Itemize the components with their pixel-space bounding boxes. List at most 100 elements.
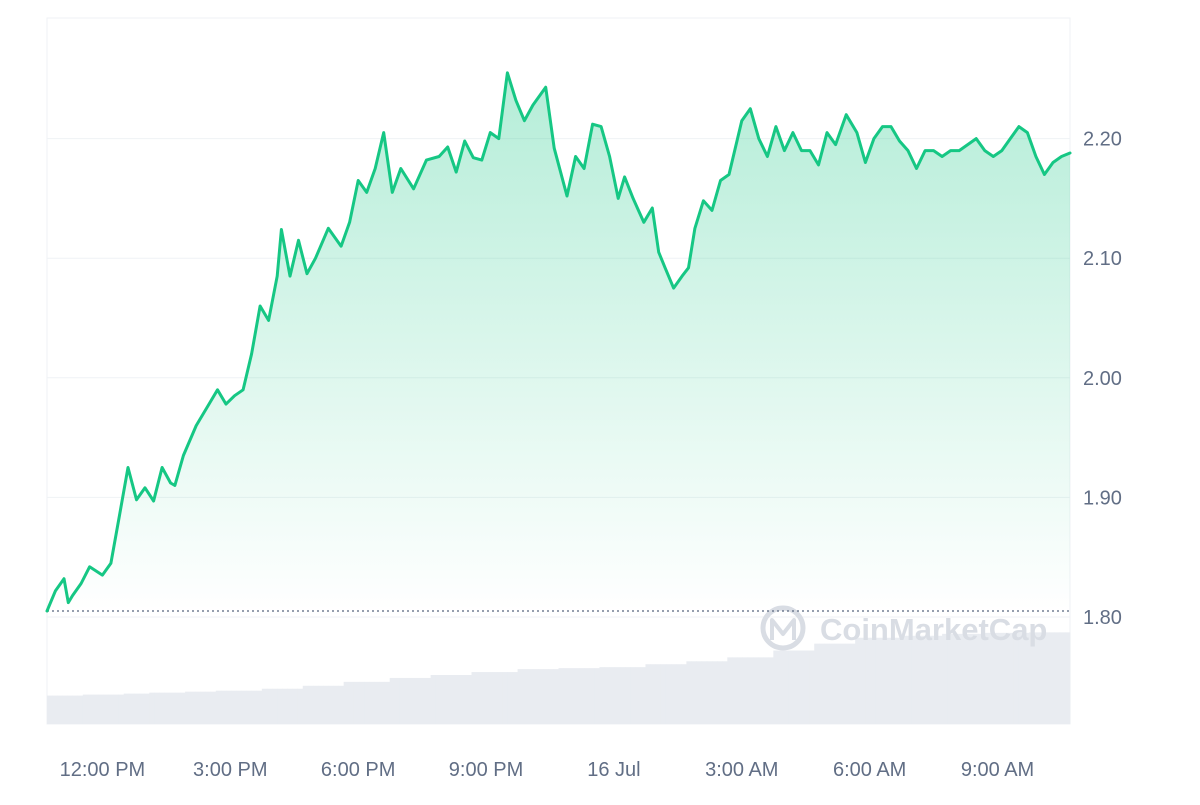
- price-point: [702, 200, 705, 202]
- volume-bar: [1018, 632, 1025, 724]
- price-point: [314, 257, 317, 260]
- volume-bar: [885, 637, 892, 724]
- volume-bar: [318, 685, 324, 724]
- volume-bar: [72, 695, 79, 724]
- volume-bar: [553, 669, 559, 724]
- volume-bar: [200, 691, 206, 724]
- volume-bar: [1034, 632, 1040, 724]
- volume-bar: [624, 667, 631, 724]
- volume-bar: [880, 637, 887, 724]
- price-point: [856, 131, 858, 134]
- price-point: [826, 131, 828, 134]
- price-point: [728, 173, 730, 176]
- price-point: [195, 424, 197, 427]
- price-point: [340, 245, 342, 247]
- volume-bar: [686, 661, 692, 724]
- volume-bar: [824, 643, 830, 724]
- price-point: [672, 287, 675, 289]
- volume-bar: [977, 633, 984, 724]
- price-point: [711, 209, 713, 212]
- y-tick-label: 2.20: [1083, 129, 1122, 151]
- price-point: [400, 167, 402, 170]
- volume-bar: [998, 632, 1004, 724]
- price-point: [932, 149, 935, 152]
- price-point: [681, 275, 683, 277]
- price-point: [608, 155, 611, 158]
- volume-bar: [139, 693, 145, 724]
- volume-bar: [445, 675, 452, 724]
- volume-bar: [1013, 632, 1020, 724]
- volume-bar: [671, 664, 677, 724]
- price-point: [216, 389, 219, 391]
- volume-bar: [133, 693, 140, 724]
- price-point: [110, 562, 112, 564]
- volume-bar: [466, 675, 472, 724]
- price-point: [758, 137, 760, 140]
- volume-bar: [118, 694, 125, 724]
- volume-bar: [563, 668, 570, 724]
- price-point: [809, 149, 811, 152]
- price-point: [1043, 173, 1046, 176]
- price-point: [208, 403, 210, 405]
- price-point: [161, 466, 163, 469]
- volume-bar: [128, 693, 135, 724]
- price-point: [506, 72, 509, 74]
- volume-bar: [957, 633, 963, 724]
- price-point: [1009, 137, 1012, 140]
- volume-bar: [850, 643, 856, 724]
- volume-bar: [1044, 632, 1050, 724]
- volume-bar: [174, 692, 181, 724]
- price-point: [152, 500, 155, 502]
- x-tick-label: 3:00 AM: [705, 759, 778, 781]
- volume-bar: [783, 650, 790, 724]
- volume-bar: [410, 677, 416, 724]
- price-point: [463, 140, 466, 142]
- price-point: [617, 197, 619, 200]
- volume-bar: [149, 692, 155, 724]
- x-tick-label: 6:00 AM: [833, 759, 906, 781]
- volume-bar: [389, 677, 396, 724]
- price-point: [1026, 131, 1029, 134]
- volume-bar: [87, 694, 94, 724]
- price-point: [873, 137, 875, 140]
- price-point: [1035, 155, 1037, 158]
- volume-bar: [594, 668, 600, 724]
- volume-bar: [696, 661, 703, 724]
- volume-bar: [159, 692, 166, 724]
- volume-bar: [302, 685, 309, 724]
- volume-bar: [77, 695, 84, 724]
- volume-bar: [834, 643, 841, 724]
- price-point: [1069, 152, 1071, 154]
- volume-bar: [185, 691, 191, 724]
- price-point: [382, 131, 385, 134]
- volume-bar: [179, 692, 186, 724]
- price-point: [144, 487, 146, 489]
- volume-bar: [272, 688, 278, 724]
- volume-bar: [972, 633, 979, 724]
- price-point: [792, 131, 794, 134]
- volume-bar: [1064, 632, 1071, 724]
- price-point: [834, 143, 837, 146]
- volume-bar: [190, 691, 196, 724]
- volume-bar: [747, 657, 754, 724]
- volume-bar: [328, 685, 334, 724]
- volume-bar: [793, 650, 800, 724]
- price-point: [391, 191, 394, 194]
- price-point: [80, 582, 82, 585]
- price-point: [941, 155, 943, 158]
- volume-bar: [47, 695, 53, 724]
- volume-bar: [1039, 632, 1045, 724]
- price-point: [276, 275, 279, 277]
- x-tick-label: 9:00 PM: [449, 759, 523, 781]
- volume-bar: [57, 695, 63, 724]
- volume-bar: [578, 668, 585, 724]
- x-tick-label: 9:00 AM: [961, 759, 1034, 781]
- volume-bar: [804, 650, 810, 724]
- price-point: [174, 484, 176, 487]
- price-point: [845, 113, 847, 116]
- volume-bar: [1023, 632, 1030, 724]
- volume-bar: [348, 681, 355, 724]
- price-point: [54, 589, 57, 592]
- volume-bar: [399, 677, 406, 724]
